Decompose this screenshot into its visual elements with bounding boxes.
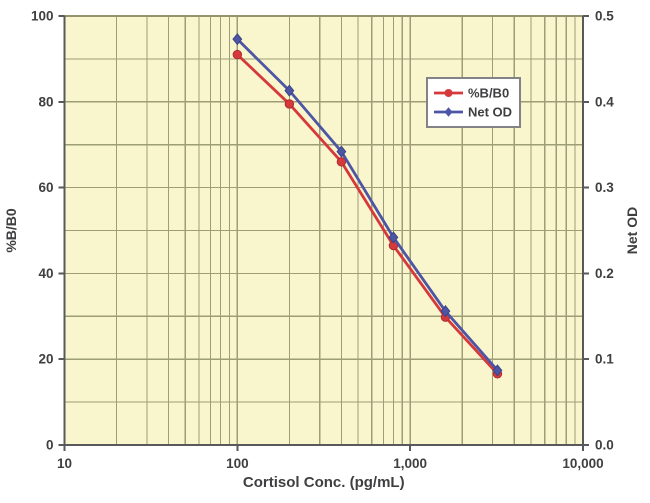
x-axis-title: Cortisol Conc. (pg/mL) — [243, 474, 405, 491]
data-point-diamond — [284, 84, 295, 97]
legend-label: Net OD — [468, 105, 512, 120]
legend-marker-circle — [444, 89, 453, 97]
series-line — [235, 53, 499, 376]
y-tick-label-left: 60 — [38, 180, 53, 195]
y-tick-label-right: 0.2 — [595, 266, 614, 281]
tick-labels: 10 100 1,000 10,000 0 20 40 60 80 100 0.0 0.1 0.2 0.3… — [31, 9, 614, 472]
legend-label: %B/B0 — [468, 86, 509, 101]
y-tick-label-right: 0.0 — [595, 438, 614, 453]
y-tick-label-right: 0.3 — [595, 180, 614, 195]
y-tick-label-left: 20 — [38, 352, 53, 367]
legend-box — [426, 77, 521, 128]
data-point-circle — [284, 99, 295, 109]
y-tick-label-left: 40 — [38, 266, 53, 281]
gridlines — [64, 16, 583, 445]
data-point-circle — [232, 49, 243, 60]
series-line — [235, 37, 499, 372]
legend-item: Net OD — [434, 105, 512, 120]
y-tick-label-left: 100 — [31, 9, 54, 24]
x-tick-label: 10,000 — [562, 456, 603, 471]
data-point-diamond — [232, 33, 243, 46]
x-tick-label: 100 — [226, 456, 249, 471]
series-netod — [232, 33, 503, 377]
x-tick-label: 10 — [57, 456, 72, 471]
legend-item: %B/B0 — [434, 86, 509, 101]
y-axis-right-title: Net OD — [624, 207, 640, 254]
legend: %B/B0 Net OD — [426, 77, 521, 128]
y-tick-label-left: 0 — [46, 438, 54, 453]
tick-marks — [58, 15, 589, 451]
axes — [63, 16, 584, 446]
data-point-diamond — [388, 231, 399, 244]
y-axis-left-title: %B/B0 — [3, 208, 19, 253]
data-point-diamond — [440, 305, 451, 318]
y-tick-label-left: 80 — [38, 94, 53, 109]
y-tick-label-right: 0.1 — [595, 352, 614, 367]
y-tick-label-right: 0.5 — [595, 9, 614, 24]
data-point-circle — [336, 157, 347, 167]
y-tick-label-right: 0.4 — [595, 94, 614, 109]
data-point-diamond — [336, 145, 347, 158]
x-tick-label: 1,000 — [393, 456, 427, 471]
legend-marker-diamond — [444, 107, 453, 117]
data-point-diamond — [492, 364, 503, 377]
series-bb0 — [232, 49, 503, 379]
